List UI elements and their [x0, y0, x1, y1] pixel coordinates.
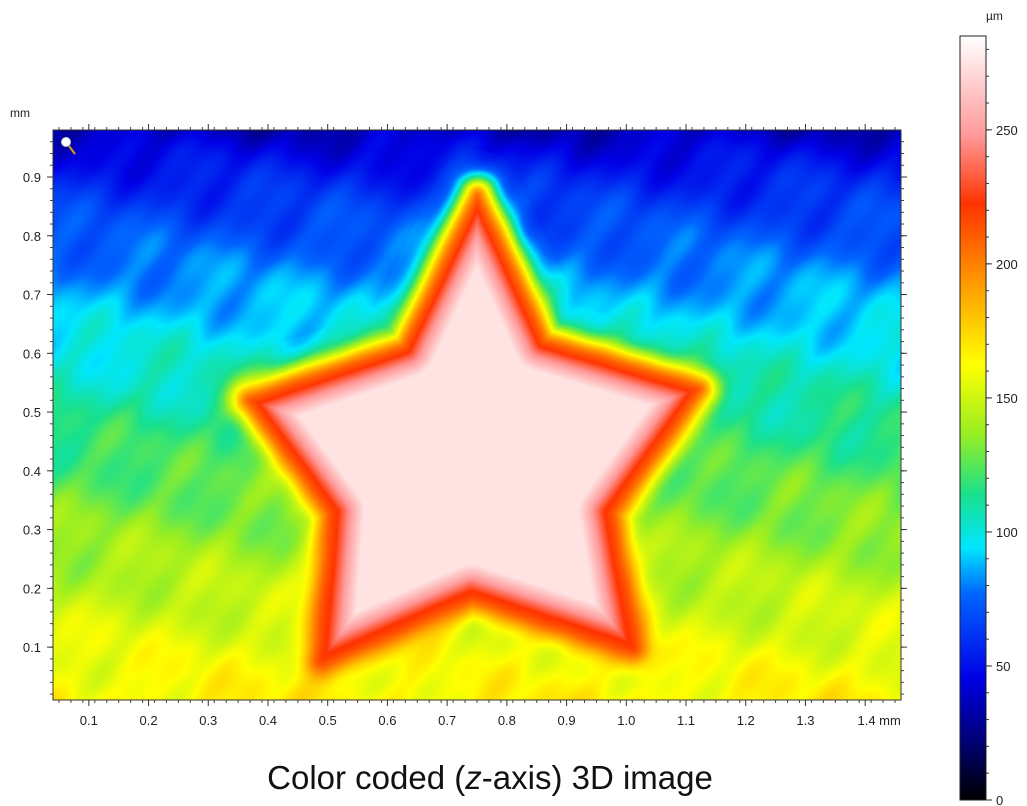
y-tick-label: 0.4: [23, 464, 41, 479]
x-tick-label: 1.0: [617, 713, 635, 728]
zoom-icon: [61, 137, 71, 147]
x-tick-label: 0.5: [319, 713, 337, 728]
x-tick-label: 0.7: [438, 713, 456, 728]
x-tick-label: 0.2: [140, 713, 158, 728]
y-tick-label: 0.7: [23, 288, 41, 303]
x-tick-label: 1.1: [677, 713, 695, 728]
y-axis-unit: mm: [10, 106, 30, 120]
zoom-icon-handle: [68, 145, 76, 155]
y-tick-label: 0.8: [23, 229, 41, 244]
y-tick-label: 0.2: [23, 581, 41, 596]
y-tick-label: 0.5: [23, 405, 41, 420]
x-tick-label: 1.2: [737, 713, 755, 728]
x-tick-label: 0.1: [80, 713, 98, 728]
colorbar-tick-label: 150: [996, 391, 1018, 406]
colorbar: [959, 35, 987, 801]
x-tick-label: 0.6: [378, 713, 396, 728]
y-tick-label: 0.9: [23, 170, 41, 185]
colorbar-tick-label: 50: [996, 659, 1010, 674]
x-tick-label: 0.4: [259, 713, 277, 728]
x-tick-label: 0.9: [558, 713, 576, 728]
x-tick-label: 1.4 mm: [857, 713, 900, 728]
x-tick-label: 0.8: [498, 713, 516, 728]
y-tick-label: 0.3: [23, 523, 41, 538]
colorbar-tick-label: 200: [996, 257, 1018, 272]
colorbar-tick-label: 0: [996, 793, 1003, 806]
colorbar-tick-label: 250: [996, 123, 1018, 138]
x-tick-label: 0.3: [199, 713, 217, 728]
colorbar-unit: µm: [986, 9, 1003, 23]
y-tick-label: 0.6: [23, 346, 41, 361]
colorbar-tick-label: 100: [996, 525, 1018, 540]
figure-caption: Color coded (z-axis) 3D image: [267, 759, 713, 796]
heatmap-surface: [53, 130, 901, 700]
x-tick-label: 1.3: [796, 713, 814, 728]
y-tick-label: 0.1: [23, 640, 41, 655]
